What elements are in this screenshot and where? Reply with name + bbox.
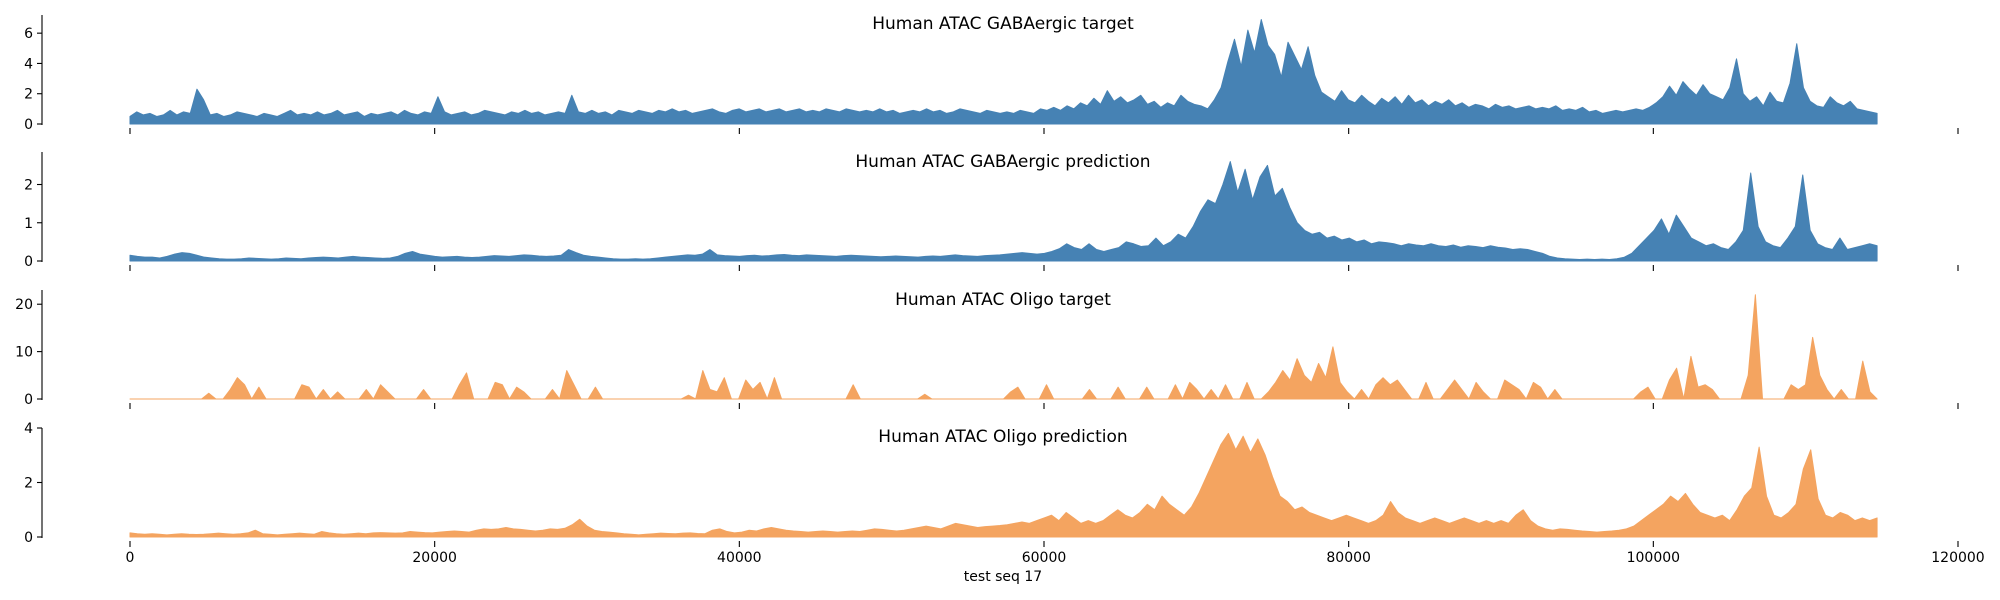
panel-gabaergic-prediction: 0 1 2 Human ATAC GABAergic prediction <box>24 152 1959 271</box>
area-gabaergic-prediction <box>129 161 1878 262</box>
panel-oligo-target: 0 10 20 Human ATAC Oligo target <box>15 290 1959 409</box>
panel-oligo-prediction: 0 2 4 Human ATAC Oligo prediction <box>24 421 1959 547</box>
x-tick-label: 20000 <box>412 550 457 566</box>
y-tick-label-oligo-prediction: 4 <box>24 421 33 437</box>
y-tick-label-gabaergic-target: 2 <box>24 87 33 103</box>
area-gabaergic-target <box>129 19 1878 125</box>
x-tick-label: 100000 <box>1627 550 1680 566</box>
y-tick-label-oligo-target: 0 <box>24 392 33 408</box>
panel-title-gabaergic-target: Human ATAC GABAergic target <box>872 14 1134 34</box>
x-tick-label: 0 <box>126 550 135 566</box>
y-tick-label-oligo-target: 10 <box>15 345 33 361</box>
panel-gabaergic-target: 0 2 4 6 Human ATAC GABAergic target <box>24 14 1959 134</box>
panels: 0 2 4 6 Human ATAC GABAergic target 0 1 2 Human … <box>15 14 1959 547</box>
x-axis: 0 20000 40000 60000 80000 100000 120000 <box>126 550 1985 566</box>
x-tick-label: 120000 <box>1931 550 1984 566</box>
panel-title-gabaergic-prediction: Human ATAC GABAergic prediction <box>855 152 1150 172</box>
x-tick-label: 80000 <box>1326 550 1371 566</box>
panel-title-oligo-target: Human ATAC Oligo target <box>895 290 1111 310</box>
y-tick-label-gabaergic-prediction: 2 <box>24 178 33 194</box>
y-tick-label-gabaergic-target: 0 <box>24 117 33 133</box>
area-oligo-prediction <box>129 432 1878 538</box>
x-tick-label: 40000 <box>717 550 762 566</box>
x-axis-label: test seq 17 <box>964 569 1042 585</box>
area-oligo-target <box>129 294 1878 400</box>
y-tick-label-gabaergic-target: 4 <box>24 56 33 72</box>
y-tick-label-oligo-prediction: 2 <box>24 476 33 492</box>
panel-title-oligo-prediction: Human ATAC Oligo prediction <box>878 427 1127 447</box>
y-tick-label-gabaergic-target: 6 <box>24 26 33 42</box>
y-tick-label-gabaergic-prediction: 1 <box>24 216 33 232</box>
y-tick-label-gabaergic-prediction: 0 <box>24 254 33 270</box>
y-tick-label-oligo-target: 20 <box>15 297 33 313</box>
x-tick-label: 60000 <box>1022 550 1067 566</box>
y-tick-label-oligo-prediction: 0 <box>24 530 33 546</box>
